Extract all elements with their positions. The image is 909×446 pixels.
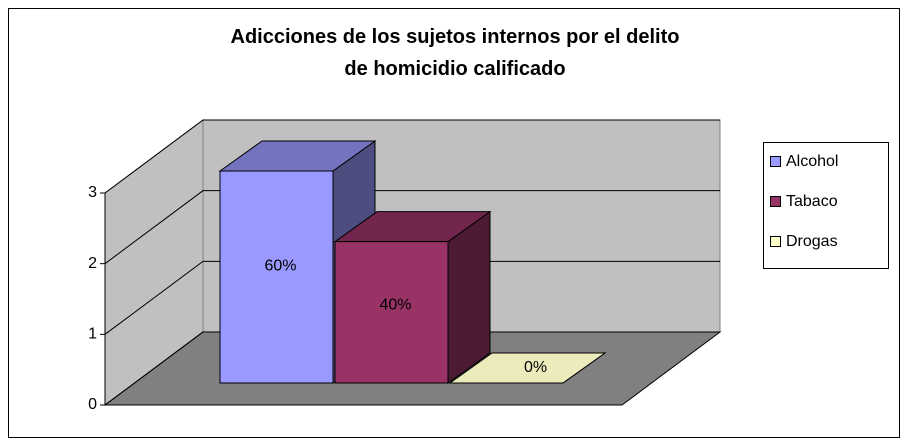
legend-swatch: [770, 196, 781, 207]
y-tick-label: 0: [88, 396, 97, 413]
bar: [219, 170, 334, 384]
bar-top: [448, 352, 607, 384]
grid-line: [104, 119, 720, 194]
legend-label: Drogas: [786, 233, 838, 250]
value-label: 40%: [379, 296, 411, 313]
y-tick-label: 3: [88, 184, 97, 201]
legend-swatch: [770, 236, 781, 247]
grid-line: [104, 260, 720, 335]
grid-line: [104, 190, 720, 265]
value-label: 0%: [524, 359, 547, 376]
title-line: Adicciones de los sujetos internos por e…: [231, 26, 680, 48]
legend-label: Alcohol: [786, 153, 838, 170]
chart-title: Adicciones de los sujetos internos por e…: [231, 26, 680, 80]
y-tick-label: 1: [88, 326, 97, 343]
plot-area: 0 1 2 3 60% 40% 0%: [88, 119, 722, 413]
legend: [763, 142, 889, 269]
value-label: 60%: [264, 258, 296, 275]
grid-line: [104, 331, 720, 406]
y-tick-label: 2: [88, 255, 97, 272]
legend-label: Tabaco: [786, 193, 838, 210]
bar: [334, 241, 449, 384]
legend-swatch: [770, 156, 781, 167]
title-line: de homicidio calificado: [344, 58, 565, 80]
